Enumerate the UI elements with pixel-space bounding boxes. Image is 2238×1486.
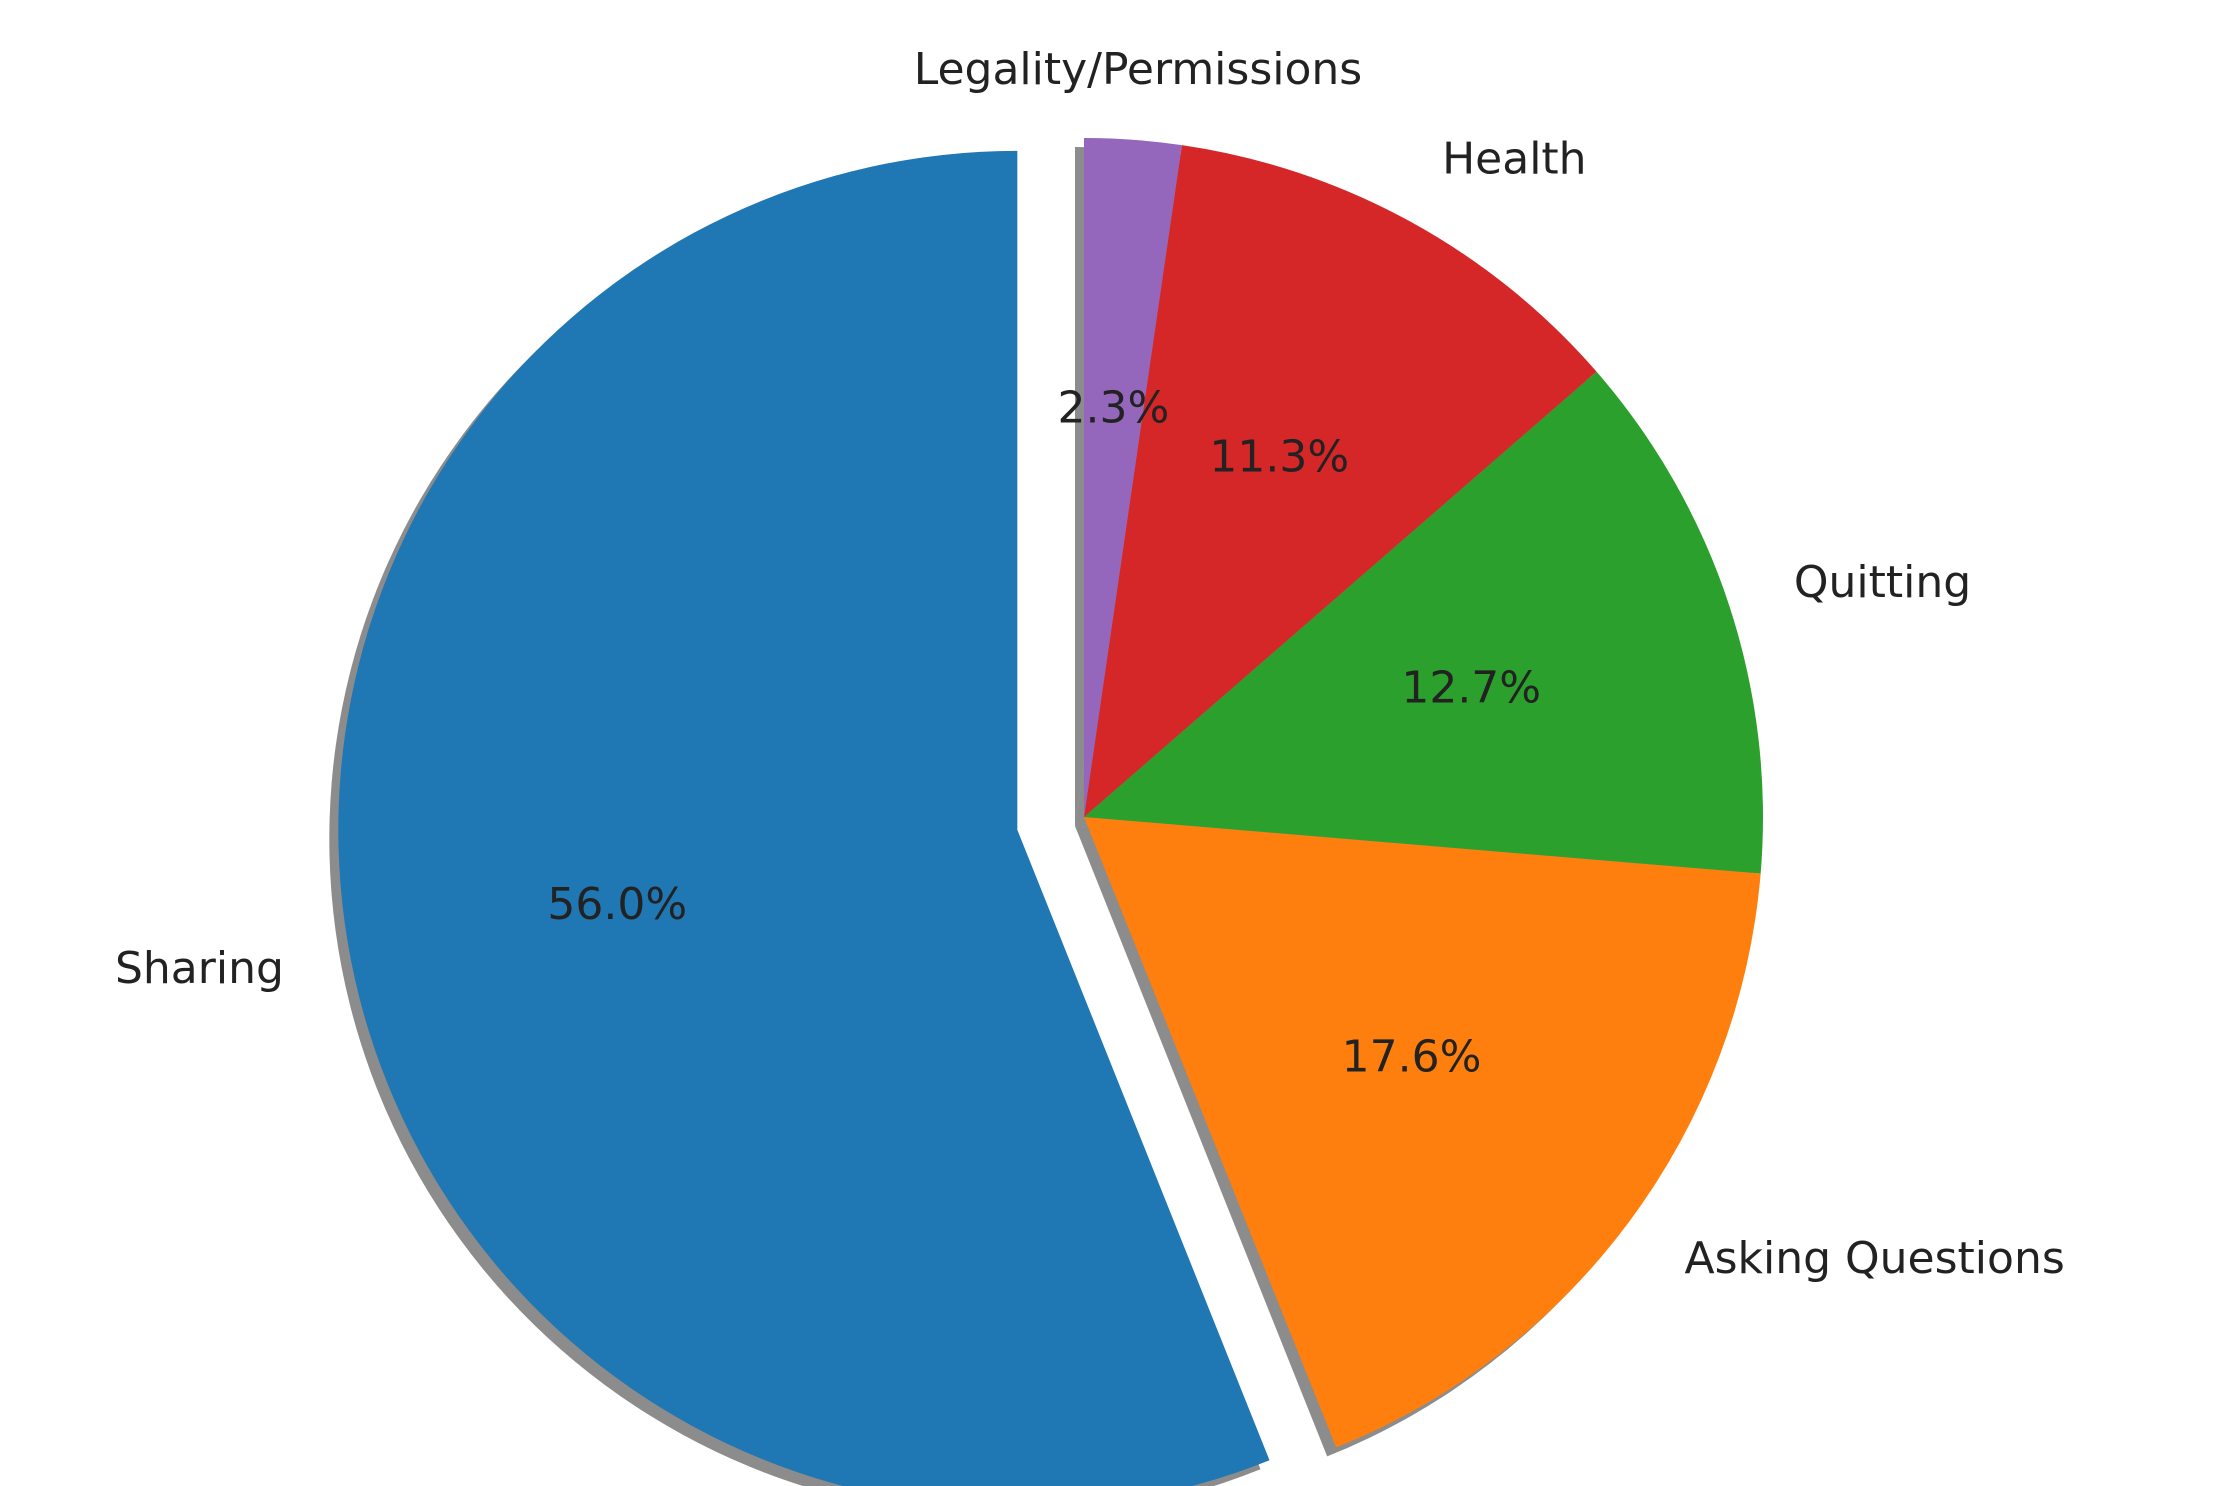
slice xyxy=(1084,371,1763,874)
slice-label: Asking Questions xyxy=(1685,1233,2065,1284)
value-label: 56.0% xyxy=(547,879,687,930)
slice-label: Quitting xyxy=(1794,557,1971,608)
slice-label: Health xyxy=(1442,134,1586,185)
slice xyxy=(1084,138,1182,817)
value-label: 17.6% xyxy=(1342,1031,1482,1082)
slice xyxy=(338,150,1270,1486)
value-label: 2.3% xyxy=(1058,383,1170,434)
slice xyxy=(1084,145,1597,817)
value-label: 12.7% xyxy=(1401,662,1541,713)
slice-label: Legality/Permissions xyxy=(914,44,1363,95)
value-label: 11.3% xyxy=(1209,431,1349,482)
slice xyxy=(1084,817,1761,1448)
slice-label: Sharing xyxy=(115,943,284,994)
